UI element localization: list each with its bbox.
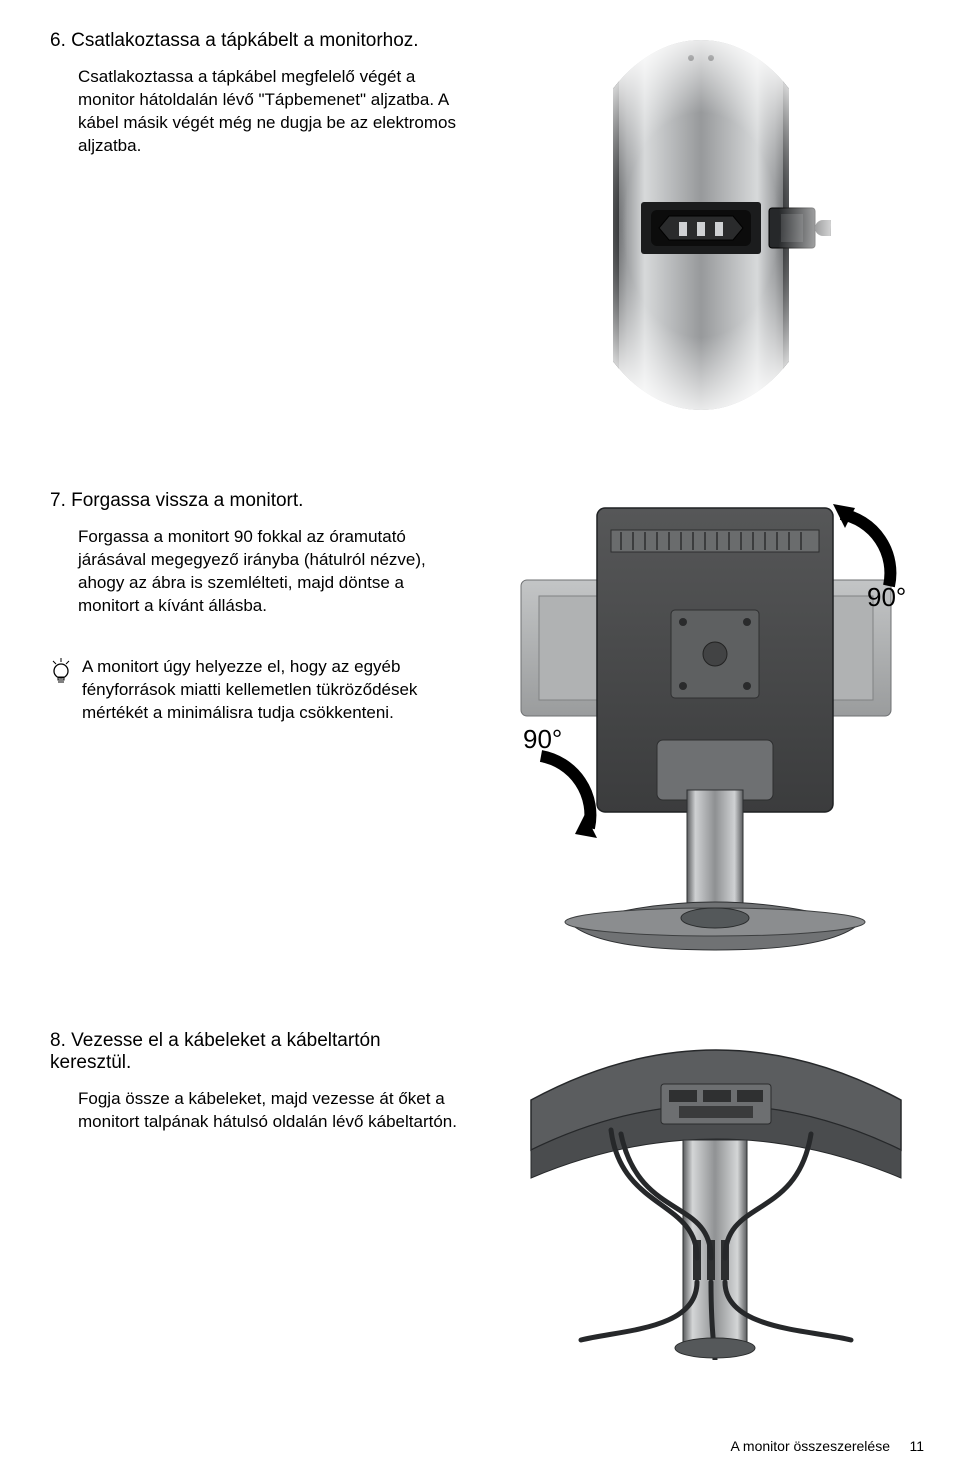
footer-page: 11 (909, 1438, 924, 1454)
step7-body: Forgassa a monitort 90 fokkal az óramuta… (50, 526, 461, 618)
rotate-monitor-illustration: 90° 90° (511, 490, 921, 960)
step6-body: Csatlakoztassa a tápkábel megfelelő végé… (50, 66, 461, 158)
step8-title: 8. Vezesse el a kábeleket a kábeltartón … (50, 1030, 461, 1074)
rotation-label-top: 90° (867, 582, 906, 612)
step7-title: 7. Forgassa vissza a monitort. (50, 490, 461, 512)
tip-text: A monitort úgy helyezze el, hogy az egyé… (82, 656, 461, 725)
rotation-label-bottom: 90° (523, 724, 562, 754)
cable-routing-illustration (511, 1030, 921, 1360)
step8-body: Fogja össze a kábeleket, majd vezesse át… (50, 1088, 461, 1134)
page-footer: A monitor összeszerelése 11 (730, 1438, 924, 1454)
lightbulb-icon (50, 658, 72, 686)
power-port-illustration (551, 30, 881, 420)
footer-label: A monitor összeszerelése (730, 1438, 890, 1454)
step6-title: 6. Csatlakoztassa a tápkábelt a monitorh… (50, 30, 461, 52)
